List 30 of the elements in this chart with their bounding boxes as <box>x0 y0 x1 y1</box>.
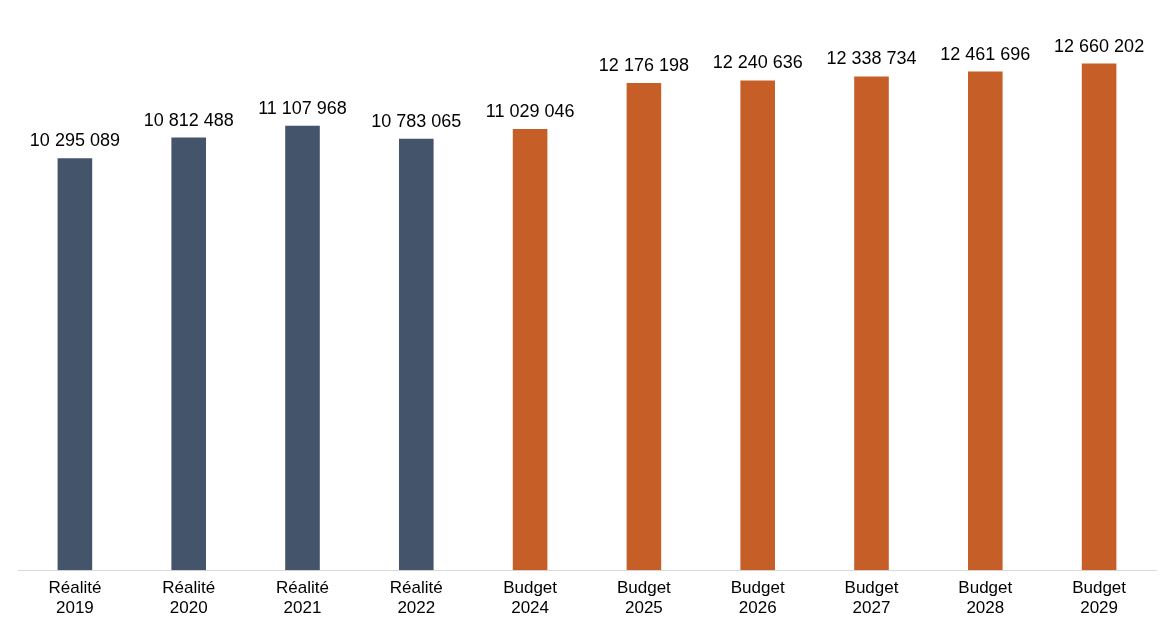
data-label: 12 240 636 <box>712 52 803 73</box>
bar <box>512 128 548 571</box>
bar <box>285 125 320 571</box>
x-tick-label: Budget 2027 <box>844 578 899 618</box>
x-tick-label: Budget 2029 <box>1072 578 1127 618</box>
data-label: 10 295 089 <box>29 130 120 151</box>
bar <box>171 137 206 571</box>
x-tick-label: Budget 2026 <box>730 578 785 618</box>
bar <box>968 71 1003 571</box>
bar <box>1081 63 1117 571</box>
x-tick-label: Réalité 2022 <box>389 578 443 618</box>
x-tick-label: Budget 2024 <box>503 578 558 618</box>
bar <box>57 158 93 571</box>
data-label: 12 338 734 <box>826 48 917 69</box>
x-tick-label: Réalité 2020 <box>162 578 216 618</box>
x-tick-label: Réalité 2021 <box>276 578 329 618</box>
data-label: 11 107 968 <box>258 97 347 118</box>
x-tick-label: Budget 2028 <box>958 578 1013 618</box>
data-label: 10 783 065 <box>371 110 462 131</box>
bar <box>399 138 434 571</box>
data-label: 10 812 488 <box>143 109 234 130</box>
data-label: 12 660 202 <box>1054 35 1145 56</box>
bar <box>626 82 662 571</box>
data-label: 12 176 198 <box>598 54 689 75</box>
data-label: 11 029 046 <box>485 100 575 121</box>
x-tick-label: Réalité 2019 <box>48 578 102 618</box>
x-tick-label: Budget 2025 <box>616 578 672 618</box>
bar <box>740 80 775 571</box>
bar <box>854 76 889 571</box>
data-label: 12 461 696 <box>940 43 1031 64</box>
